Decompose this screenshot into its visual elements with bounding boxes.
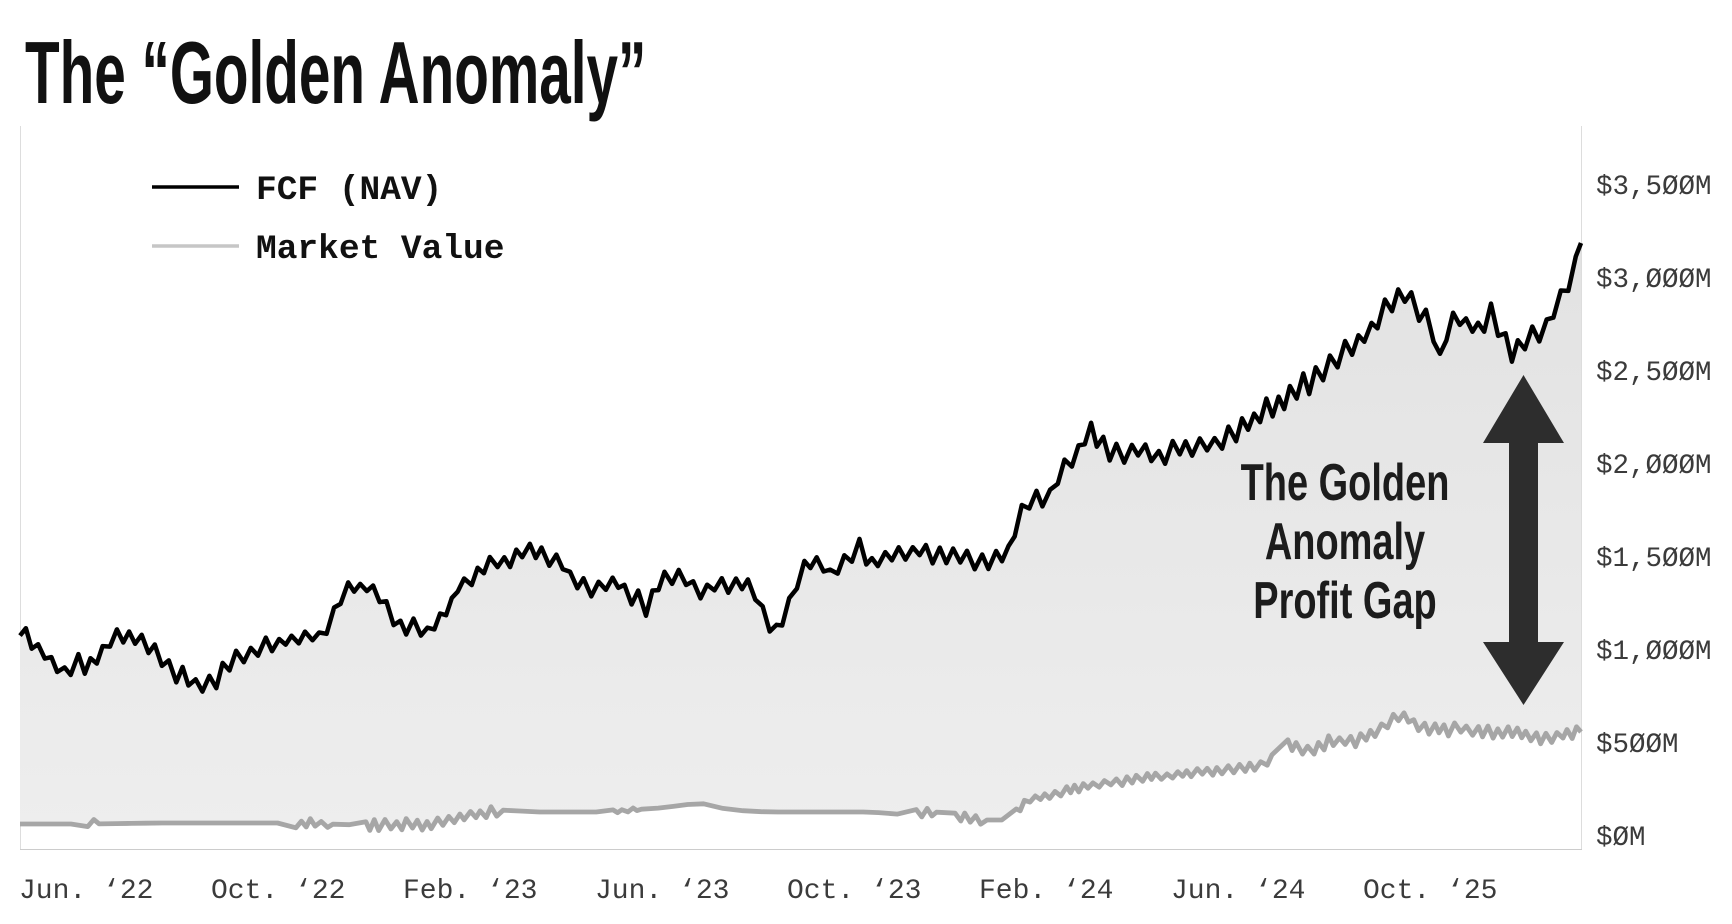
svg-text:$ØM: $ØM — [1596, 823, 1646, 854]
svg-text:$3,5ØØM: $3,5ØØM — [1596, 172, 1712, 203]
svg-text:$1,ØØØM: $1,ØØØM — [1596, 637, 1712, 668]
svg-text:$3,ØØØM: $3,ØØØM — [1596, 265, 1712, 296]
svg-text:Jun. ‘22: Jun. ‘22 — [19, 876, 153, 907]
svg-text:Oct. ‘23: Oct. ‘23 — [787, 876, 921, 907]
svg-text:Feb. ‘23: Feb. ‘23 — [403, 876, 537, 907]
svg-text:$2,ØØØM: $2,ØØØM — [1596, 451, 1712, 482]
svg-text:Jun. ‘23: Jun. ‘23 — [595, 876, 729, 907]
svg-text:Feb. ‘24: Feb. ‘24 — [979, 876, 1113, 907]
svg-text:$1,5ØØM: $1,5ØØM — [1596, 544, 1712, 575]
svg-text:Oct. ‘22: Oct. ‘22 — [211, 876, 345, 907]
svg-text:FCF (NAV): FCF (NAV) — [256, 171, 442, 210]
svg-text:$5ØØM: $5ØØM — [1596, 730, 1679, 761]
svg-text:$2,5ØØM: $2,5ØØM — [1596, 358, 1712, 389]
svg-text:Oct. ‘25: Oct. ‘25 — [1363, 876, 1497, 907]
svg-text:Jun. ‘24: Jun. ‘24 — [1171, 876, 1305, 907]
svg-text:Market Value: Market Value — [256, 230, 504, 269]
